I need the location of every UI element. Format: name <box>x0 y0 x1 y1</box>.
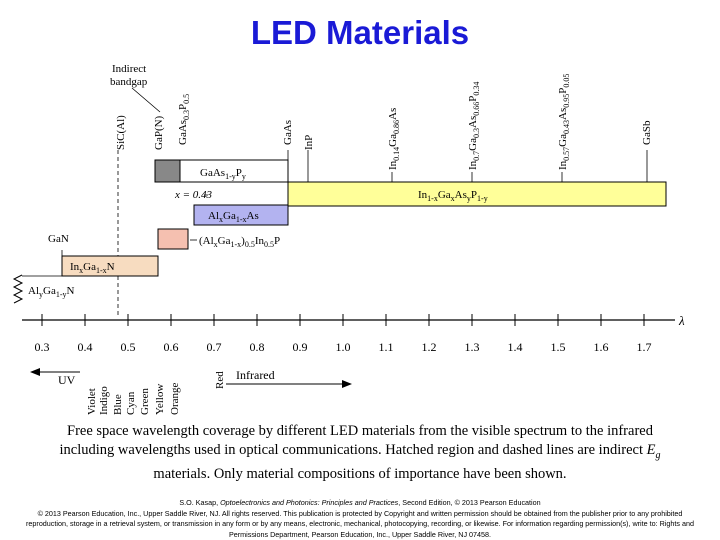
indirect-bandgap-pointer <box>131 87 161 113</box>
axis-tick-label: 1.1 <box>379 340 394 354</box>
ingaasp-bar <box>287 181 667 207</box>
axis-tick-label: 1.4 <box>508 340 523 354</box>
material-label-inp: InP <box>303 135 315 150</box>
uv-arrow-head <box>30 368 40 376</box>
axis-tick-label: 1.7 <box>637 340 652 354</box>
algaas-bar-label: AlxGa1-xAs <box>208 210 259 224</box>
svg-text:GaAs0.3P0.5: GaAs0.3P0.5 <box>177 94 191 145</box>
figure-caption: Free space wavelength coverage by differ… <box>40 422 680 484</box>
axis-tick-label: 0.8 <box>250 340 265 354</box>
spectrum-color-label: Cyan <box>125 391 137 415</box>
material-label-gaasp: GaAs0.3P0.5 <box>177 94 191 145</box>
axis-tick-label: 1.2 <box>422 340 437 354</box>
axis-tick-label: 0.6 <box>164 340 179 354</box>
uv-label: UV <box>58 373 76 387</box>
spectrum-color-label: Green <box>139 388 151 415</box>
led-materials-diagram: Indirect bandgap SiC(Al) GaP(N) GaAs0.3P… <box>12 63 685 415</box>
gaasp-bar <box>179 159 289 183</box>
axis-tick-label: 0.3 <box>35 340 50 354</box>
copyright-credit: S.O. Kasap, Optoelectronics and Photonic… <box>18 498 702 540</box>
caption-text-1: Free space wavelength coverage by differ… <box>59 423 653 458</box>
algainp-bar-label: (AlxGa1-x)0.5In0.5P <box>199 235 280 249</box>
spectrum-color-label: Blue <box>112 394 124 415</box>
gaasp-bar-label: GaAs1-yPy <box>200 167 246 181</box>
axis-tick-label: 1.6 <box>594 340 609 354</box>
material-label-sic: SiC(Al) <box>115 115 127 150</box>
svg-text:In0.7Ga0.3As0.66P0.34: In0.7Ga0.3As0.66P0.34 <box>467 82 481 170</box>
credit-line1-rest: , Second Edition, © 2013 Pearson Educati… <box>398 498 541 507</box>
svg-text:GaP(N): GaP(N) <box>153 115 165 150</box>
ingan-bar-label: InxGa1-xN <box>70 261 115 275</box>
indirect-bandgap-label-2: bandgap <box>110 76 148 88</box>
svg-text:GaSb: GaSb <box>641 120 653 145</box>
x-composition-label: x = 0.43 <box>174 189 213 201</box>
color-labels: Violet Indigo Blue Cyan Green Yellow Orange Red <box>86 371 226 415</box>
axis-tick-label: 1.5 <box>551 340 566 354</box>
material-label-ingaas: In0.14Ga0.86As <box>387 108 401 170</box>
svg-text:In0.57Ga0.43As0.95P0.05: In0.57Ga0.43As0.95P0.05 <box>557 74 571 170</box>
material-label-ingaasp-057: In0.57Ga0.43As0.95P0.05 <box>557 74 571 170</box>
spectrum-color-label: Orange <box>169 383 181 415</box>
ingan-bar <box>61 255 159 277</box>
infrared-label: Infrared <box>236 368 275 382</box>
spectrum-color-label: Yellow <box>154 384 166 415</box>
axis-tick-label: 0.5 <box>121 340 136 354</box>
algainp-bar <box>157 228 189 250</box>
alganx-label: AlyGa1-yN <box>28 285 75 299</box>
algaas-bar <box>193 204 289 226</box>
indirect-bandgap-label: Indirect <box>112 63 146 75</box>
caption-eg: Eg <box>646 442 661 461</box>
spectrum-color-label: Violet <box>86 388 98 415</box>
alganx-zigzag <box>12 274 24 304</box>
svg-text:GaAs: GaAs <box>282 120 294 145</box>
gap-region <box>154 159 181 183</box>
axis-tick-label: 1.3 <box>465 340 480 354</box>
spectrum-color-label: Red <box>214 371 226 389</box>
credit-book: Optoelectronics and Photonics: Principle… <box>220 498 399 507</box>
svg-text:In0.14Ga0.86As: In0.14Ga0.86As <box>387 108 401 170</box>
material-label-gap: GaP(N) <box>153 115 165 150</box>
gan-label: GaN <box>48 233 69 245</box>
infrared-arrow-head <box>342 380 352 388</box>
svg-text:InP: InP <box>303 135 315 150</box>
material-label-ingaasp-07: In0.7Ga0.3As0.66P0.34 <box>467 82 481 170</box>
credit-author: S.O. Kasap, <box>179 498 221 507</box>
svg-text:SiC(Al): SiC(Al) <box>115 115 127 150</box>
credit-line2: © 2013 Pearson Education, Inc., Upper Sa… <box>26 508 694 539</box>
axis-ticks: 0.3 0.4 0.5 0.6 0.7 0.8 0.9 1.0 1.1 1.2 1.3 1.4 1.5 1… <box>35 314 652 354</box>
caption-text-2: materials. Only material compositions of… <box>153 465 567 482</box>
axis-tick-label: 0.9 <box>293 340 308 354</box>
spectrum-color-label: Indigo <box>98 386 110 415</box>
axis-tick-label: 0.4 <box>78 340 93 354</box>
axis-tick-label: 1.0 <box>336 340 351 354</box>
slide-title: LED Materials <box>250 14 470 51</box>
lambda-symbol: λ <box>678 313 685 328</box>
material-label-gaas: GaAs <box>282 120 294 145</box>
material-label-gasb: GaSb <box>641 120 653 145</box>
axis-tick-label: 0.7 <box>207 340 222 354</box>
